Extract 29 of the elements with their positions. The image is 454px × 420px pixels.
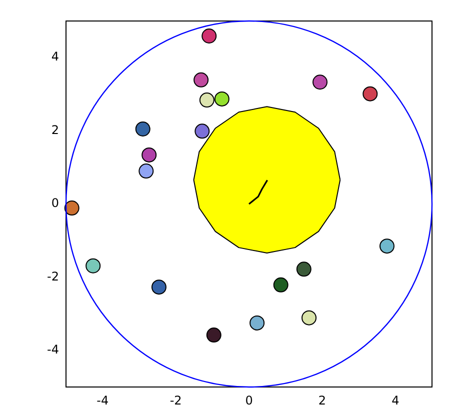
point — [312, 74, 328, 90]
y-tick-label: -2 — [47, 269, 59, 284]
point — [206, 328, 222, 343]
point — [194, 72, 209, 88]
y-tick-label: 4 — [51, 50, 59, 64]
point — [273, 277, 288, 292]
point — [202, 28, 217, 44]
x-tick-label: -2 — [170, 393, 182, 408]
point — [214, 91, 230, 106]
x-tick-label: -4 — [96, 393, 109, 408]
point — [379, 238, 394, 254]
point — [151, 280, 166, 295]
y-tick-label: 0 — [51, 196, 59, 210]
point — [296, 262, 312, 277]
point — [135, 121, 150, 136]
point — [362, 86, 378, 102]
y-tick-label: -4 — [47, 342, 59, 357]
x-tick-label: 4 — [392, 393, 400, 408]
point — [64, 200, 80, 216]
point — [199, 92, 214, 108]
y-tick-label: 2 — [51, 122, 59, 137]
point — [302, 310, 317, 326]
point — [142, 147, 157, 162]
point — [86, 258, 101, 274]
x-tick-label: 0 — [245, 393, 253, 408]
point — [194, 124, 210, 139]
point — [138, 164, 154, 179]
point — [250, 315, 265, 330]
x-tick-label: 2 — [318, 393, 326, 408]
